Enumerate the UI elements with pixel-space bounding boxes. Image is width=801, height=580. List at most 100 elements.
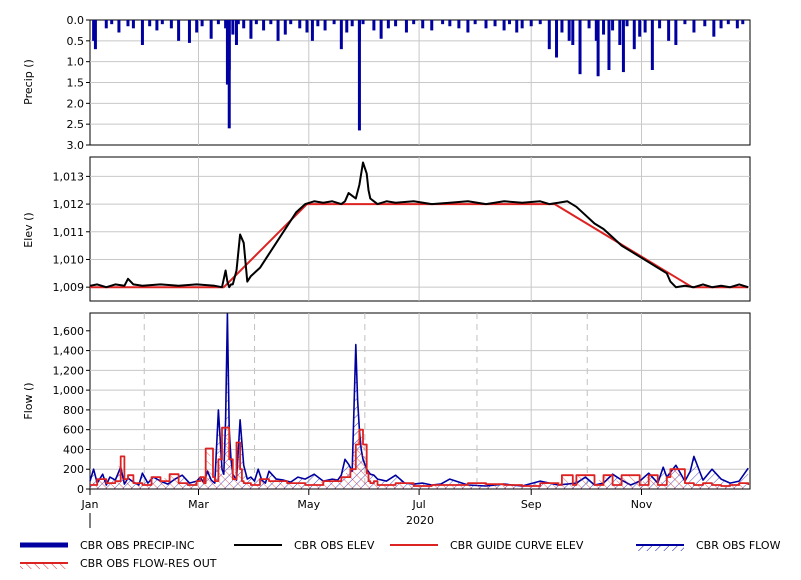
elev-y-tick-label: 1,013: [53, 170, 85, 183]
precip-bar: [234, 20, 238, 45]
precip-bar: [520, 20, 524, 29]
precip-bar: [596, 20, 600, 77]
flow-lines: [89, 313, 750, 489]
elev-y-axis-label: Elev (): [22, 212, 35, 247]
res-out-flow-line: [90, 426, 750, 487]
elev-lines: [89, 161, 749, 289]
precip-bar: [735, 20, 739, 29]
precip-bar: [110, 20, 114, 25]
precip-bar: [283, 20, 287, 35]
precip-bar: [632, 20, 636, 50]
precip-bar: [231, 20, 235, 35]
precip-bar: [643, 20, 647, 33]
precip-bar: [508, 20, 512, 25]
elev-y-tick-label: 1,011: [53, 226, 85, 239]
precip-bar: [386, 20, 390, 29]
precip-bar: [493, 20, 497, 27]
precip-bar: [650, 20, 654, 70]
precip-bar: [448, 20, 452, 27]
flow-y-tick-label: 200: [63, 463, 84, 476]
precip-y-tick-label: 3.0: [67, 139, 85, 152]
flow-gridlines: [90, 313, 750, 489]
precip-bar: [560, 20, 564, 33]
precip-bar: [473, 20, 477, 25]
precip-bar: [430, 20, 434, 31]
precip-bar: [140, 20, 144, 45]
precip-bar: [587, 20, 591, 29]
precip-bar: [538, 20, 542, 25]
precip-bar: [225, 20, 229, 85]
precip-bar: [529, 20, 533, 27]
flow-y-tick-label: 1,200: [53, 364, 85, 377]
flow-y-tick-label: 400: [63, 443, 84, 456]
precip-bar: [683, 20, 687, 25]
precip-bar: [726, 20, 730, 25]
precip-bar: [310, 20, 314, 41]
elev-plot-frame: [89, 156, 751, 302]
precip-y-tick-label: 0.0: [67, 14, 85, 27]
precip-panel: 0.0 0.5 1.0 1.5 2.0 2.5 3.0 Precip (): [22, 14, 751, 152]
precip-bar: [254, 20, 258, 25]
precip-bar: [457, 20, 461, 29]
x-tick-label: Jul: [411, 498, 425, 511]
elev-y-tick-label: 1,010: [53, 253, 85, 266]
precip-bar: [93, 20, 97, 50]
precip-y-ticks: 0.0 0.5 1.0 1.5 2.0 2.5 3.0: [67, 14, 90, 152]
precip-bar: [466, 20, 470, 33]
flow-y-tick-label: 0: [77, 483, 84, 496]
x-axis-year-label: 2020: [406, 514, 434, 527]
precip-bar: [131, 20, 135, 29]
precip-bar: [345, 20, 349, 33]
precip-bar: [611, 20, 615, 31]
x-axis-ticks: Jan Mar May Jul Sep Nov: [81, 489, 653, 511]
elev-y-tick-label: 1,012: [53, 198, 85, 211]
precip-bar: [160, 20, 164, 25]
flow-y-tick-label: 1,600: [53, 325, 85, 338]
precip-bar: [187, 20, 191, 43]
flow-y-tick-label: 800: [63, 404, 84, 417]
precip-bar: [216, 20, 220, 25]
precip-bar: [379, 20, 383, 39]
precip-bar: [262, 20, 266, 31]
precip-bar: [249, 20, 253, 39]
precip-bar: [421, 20, 425, 29]
precip-bar: [350, 20, 354, 27]
precip-y-tick-label: 0.5: [67, 35, 85, 48]
x-tick-label: Jan: [81, 498, 99, 511]
precip-bar: [92, 20, 96, 41]
x-tick-label: May: [297, 498, 320, 511]
precip-bar: [148, 20, 152, 27]
flow-y-tick-label: 1,000: [53, 384, 85, 397]
precip-bar: [404, 20, 408, 33]
precip-bar: [332, 20, 336, 25]
obs-elev-line: [89, 161, 749, 289]
precip-bar: [117, 20, 121, 33]
precip-bar: [618, 20, 622, 45]
precip-bar: [269, 20, 273, 25]
precip-bar: [104, 20, 108, 29]
precip-bar: [712, 20, 716, 37]
precip-bar: [339, 20, 343, 50]
precip-bar: [298, 20, 302, 29]
flow-y-tick-label: 1,400: [53, 345, 85, 358]
precip-bar: [741, 20, 745, 25]
x-tick-label: Nov: [631, 498, 653, 511]
precip-y-tick-label: 2.5: [67, 118, 85, 131]
precip-bar: [638, 20, 642, 37]
precip-bars: [92, 20, 745, 131]
elev-panel: 1,009 1,010 1,011 1,012 1,013 Elev (): [22, 156, 751, 302]
precip-bar: [674, 20, 678, 45]
precip-bar: [357, 20, 361, 131]
precip-bar: [195, 20, 199, 33]
precip-bar: [502, 20, 506, 31]
precip-bar: [567, 20, 571, 41]
precip-bar: [236, 20, 240, 25]
precip-bar: [323, 20, 327, 31]
precip-bar: [625, 20, 629, 27]
elev-y-tick-label: 1,009: [53, 281, 85, 294]
precip-bar: [667, 20, 671, 41]
x-tick-label: Mar: [188, 498, 209, 511]
precip-bar: [242, 20, 246, 29]
elev-y-ticks: 1,009 1,010 1,011 1,012 1,013: [53, 170, 90, 294]
